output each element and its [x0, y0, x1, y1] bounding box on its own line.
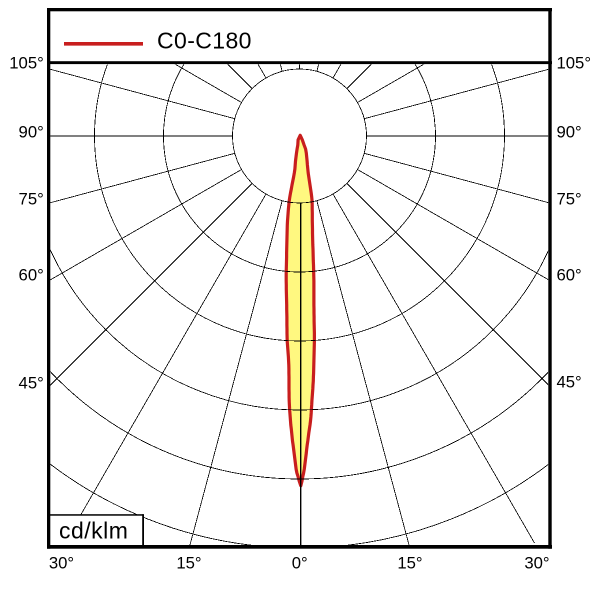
svg-text:45°: 45°	[557, 373, 582, 392]
svg-text:90°: 90°	[557, 123, 582, 142]
svg-text:75°: 75°	[19, 190, 44, 209]
svg-text:0°: 0°	[292, 554, 308, 573]
svg-text:105°: 105°	[9, 53, 44, 72]
svg-text:60°: 60°	[557, 266, 582, 285]
svg-text:cd/klm: cd/klm	[59, 518, 128, 544]
svg-text:30°: 30°	[524, 554, 549, 573]
svg-text:60°: 60°	[19, 266, 44, 285]
svg-text:C0-C180: C0-C180	[157, 27, 252, 53]
svg-text:15°: 15°	[397, 554, 422, 573]
svg-text:75°: 75°	[557, 190, 582, 209]
svg-text:15°: 15°	[176, 554, 201, 573]
svg-text:105°: 105°	[557, 53, 592, 72]
svg-text:30°: 30°	[49, 554, 74, 573]
svg-text:90°: 90°	[19, 123, 44, 142]
svg-text:45°: 45°	[19, 373, 44, 392]
